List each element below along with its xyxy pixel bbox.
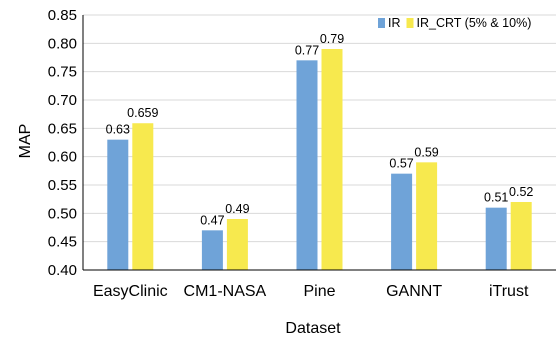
x-tick-label: CM1-NASA <box>184 283 267 300</box>
legend: IR IR_CRT (5% & 10%) <box>378 16 531 30</box>
data-label: 0.63 <box>106 123 130 137</box>
legend-swatch <box>378 18 385 28</box>
data-label: 0.77 <box>295 43 319 57</box>
bar-ir <box>107 139 129 270</box>
bar-ir <box>296 60 318 271</box>
data-label: 0.52 <box>509 185 533 199</box>
data-label: 0.57 <box>389 157 413 171</box>
x-tick-labels: EasyClinic CM1-NASA Pine GANNT iTrust <box>93 283 529 300</box>
bar-ir-crt <box>321 49 343 270</box>
y-tick-label: 0.55 <box>48 177 77 194</box>
data-label: 0.79 <box>320 32 344 46</box>
data-label: 0.59 <box>414 145 438 159</box>
x-tick-label: GANNT <box>386 283 442 300</box>
bar-ir-crt <box>510 202 532 270</box>
y-tick-label: 0.70 <box>48 92 77 109</box>
data-label: 0.49 <box>225 202 249 216</box>
data-label: 0.51 <box>484 191 508 205</box>
y-tick-label: 0.50 <box>48 205 77 222</box>
grid-lines <box>83 14 556 243</box>
y-tick-label: 0.40 <box>48 262 77 279</box>
data-labels-layer: 0.63 0.659 0.470.49 0.770.79 0.570.59 0.51 0.5… <box>106 32 534 227</box>
bar-ir <box>485 207 507 270</box>
y-tick-label: 0.75 <box>48 64 77 81</box>
data-label: 0.659 <box>127 106 158 120</box>
data-label: 0.47 <box>200 213 224 227</box>
bar-ir-crt <box>416 162 438 270</box>
legend-swatch <box>406 18 414 28</box>
legend-label: IR_CRT (5% & 10%) <box>417 16 532 30</box>
x-tick-label: Pine <box>303 283 335 300</box>
bar-ir <box>391 173 413 270</box>
bar-ir <box>201 230 223 270</box>
x-tick-label: iTrust <box>489 283 529 300</box>
bar-ir-crt <box>132 123 154 270</box>
y-tick-label: 0.80 <box>48 35 77 52</box>
x-axis-title: Dataset <box>285 320 341 337</box>
y-tick-label: 0.60 <box>48 149 77 166</box>
y-tick-labels: 0.40 0.45 0.50 0.55 0.60 0.65 0.70 0.75 0.80 0.85 <box>48 7 77 279</box>
y-tick-label: 0.65 <box>48 120 77 137</box>
y-axis-title: MAP <box>17 124 34 159</box>
legend-label: IR <box>388 16 401 30</box>
y-tick-label: 0.85 <box>48 7 77 24</box>
y-tick-label: 0.45 <box>48 234 77 251</box>
bars-layer <box>107 49 532 271</box>
bar-ir-crt <box>226 219 248 270</box>
x-tick-label: EasyClinic <box>93 283 168 300</box>
